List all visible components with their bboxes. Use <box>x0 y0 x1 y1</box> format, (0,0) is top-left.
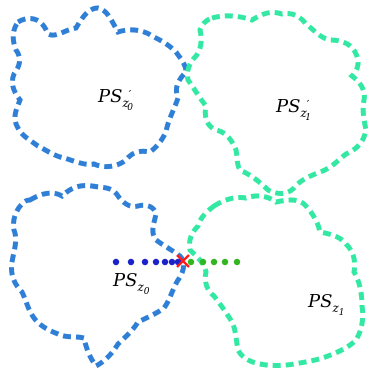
cross-marker <box>176 254 190 268</box>
green-point <box>221 258 229 266</box>
label-ps-z1-sub: z <box>331 301 339 315</box>
label-ps-z0-prime-base: PS <box>97 86 122 107</box>
label-ps-z0-prime: PSz′ 0 <box>97 86 133 113</box>
label-ps-z1-prime-prime: ′ <box>307 98 310 111</box>
blue-point <box>112 258 120 266</box>
points-layer <box>112 254 241 268</box>
label-ps-z1-prime-subsub: 1 <box>305 113 311 123</box>
blue-point <box>127 258 135 266</box>
green-point <box>199 258 207 266</box>
blue-point <box>168 258 176 266</box>
green-point <box>187 258 195 266</box>
label-ps-z0-prime-prime: ′ <box>129 88 132 101</box>
label-ps-z1-base: PS <box>307 291 332 312</box>
label-ps-z0-subsub: 0 <box>144 287 150 297</box>
label-ps-z1-prime-base: PS <box>275 96 300 117</box>
label-ps-z0-base: PS <box>112 270 137 291</box>
label-ps-z1-prime: PSz′ 1 <box>275 96 311 123</box>
label-ps-z0-prime-sub: z <box>121 96 129 110</box>
blue-point <box>161 258 169 266</box>
cross-stroke <box>176 254 190 268</box>
region-ps-z1 <box>187 193 366 368</box>
region-ps-z1-prime <box>185 9 369 196</box>
green-point <box>233 258 241 266</box>
green-point <box>210 258 218 266</box>
region-ps-z0-prime <box>9 5 189 170</box>
label-ps-z1-subsub: 1 <box>339 308 345 318</box>
blue-point <box>152 258 160 266</box>
region-ps-z0 <box>9 183 187 370</box>
label-ps-z1-prime-sub: z <box>299 106 307 120</box>
label-ps-z0: PSz0 <box>112 270 150 297</box>
label-ps-z0-prime-subsub: 0 <box>127 103 133 113</box>
label-ps-z1: PSz1 <box>307 291 345 318</box>
blue-point <box>141 258 149 266</box>
label-ps-z0-sub: z <box>136 280 144 294</box>
